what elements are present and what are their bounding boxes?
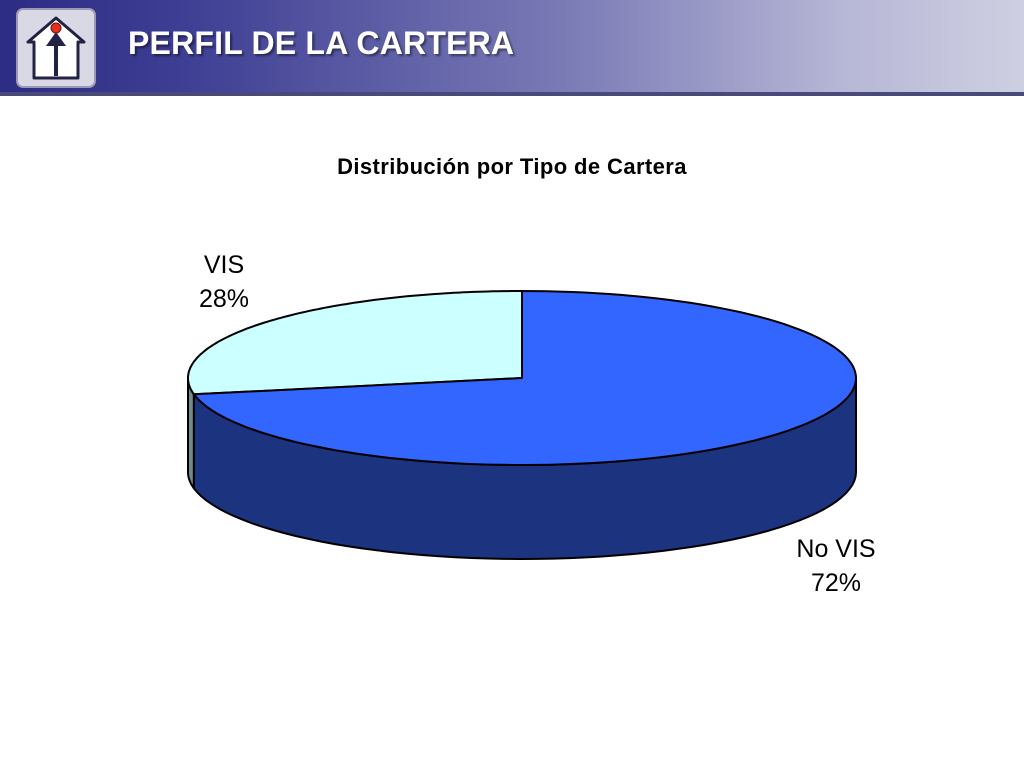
- pie-label-no-vis-name: No VIS: [796, 535, 876, 563]
- pie-label-no-vis-value: 72%: [810, 569, 862, 597]
- pie-label-vis: VIS 28%: [176, 248, 272, 316]
- pie-slice-vis: [187, 290, 523, 396]
- pie-label-no-vis: No VIS 72%: [774, 532, 898, 600]
- pie-label-vis-value: 28%: [198, 285, 250, 313]
- house-logo-icon: [14, 6, 98, 90]
- chart-title: Distribución por Tipo de Cartera: [337, 154, 687, 179]
- pie-slice-no-vis: [192, 290, 857, 466]
- slide-title: PERFIL DE LA CARTERA: [128, 25, 515, 61]
- pie-label-vis-name: VIS: [203, 251, 245, 279]
- header-divider: [0, 92, 1024, 96]
- slide-header: PERFIL DE LA CARTERA: [0, 0, 1024, 96]
